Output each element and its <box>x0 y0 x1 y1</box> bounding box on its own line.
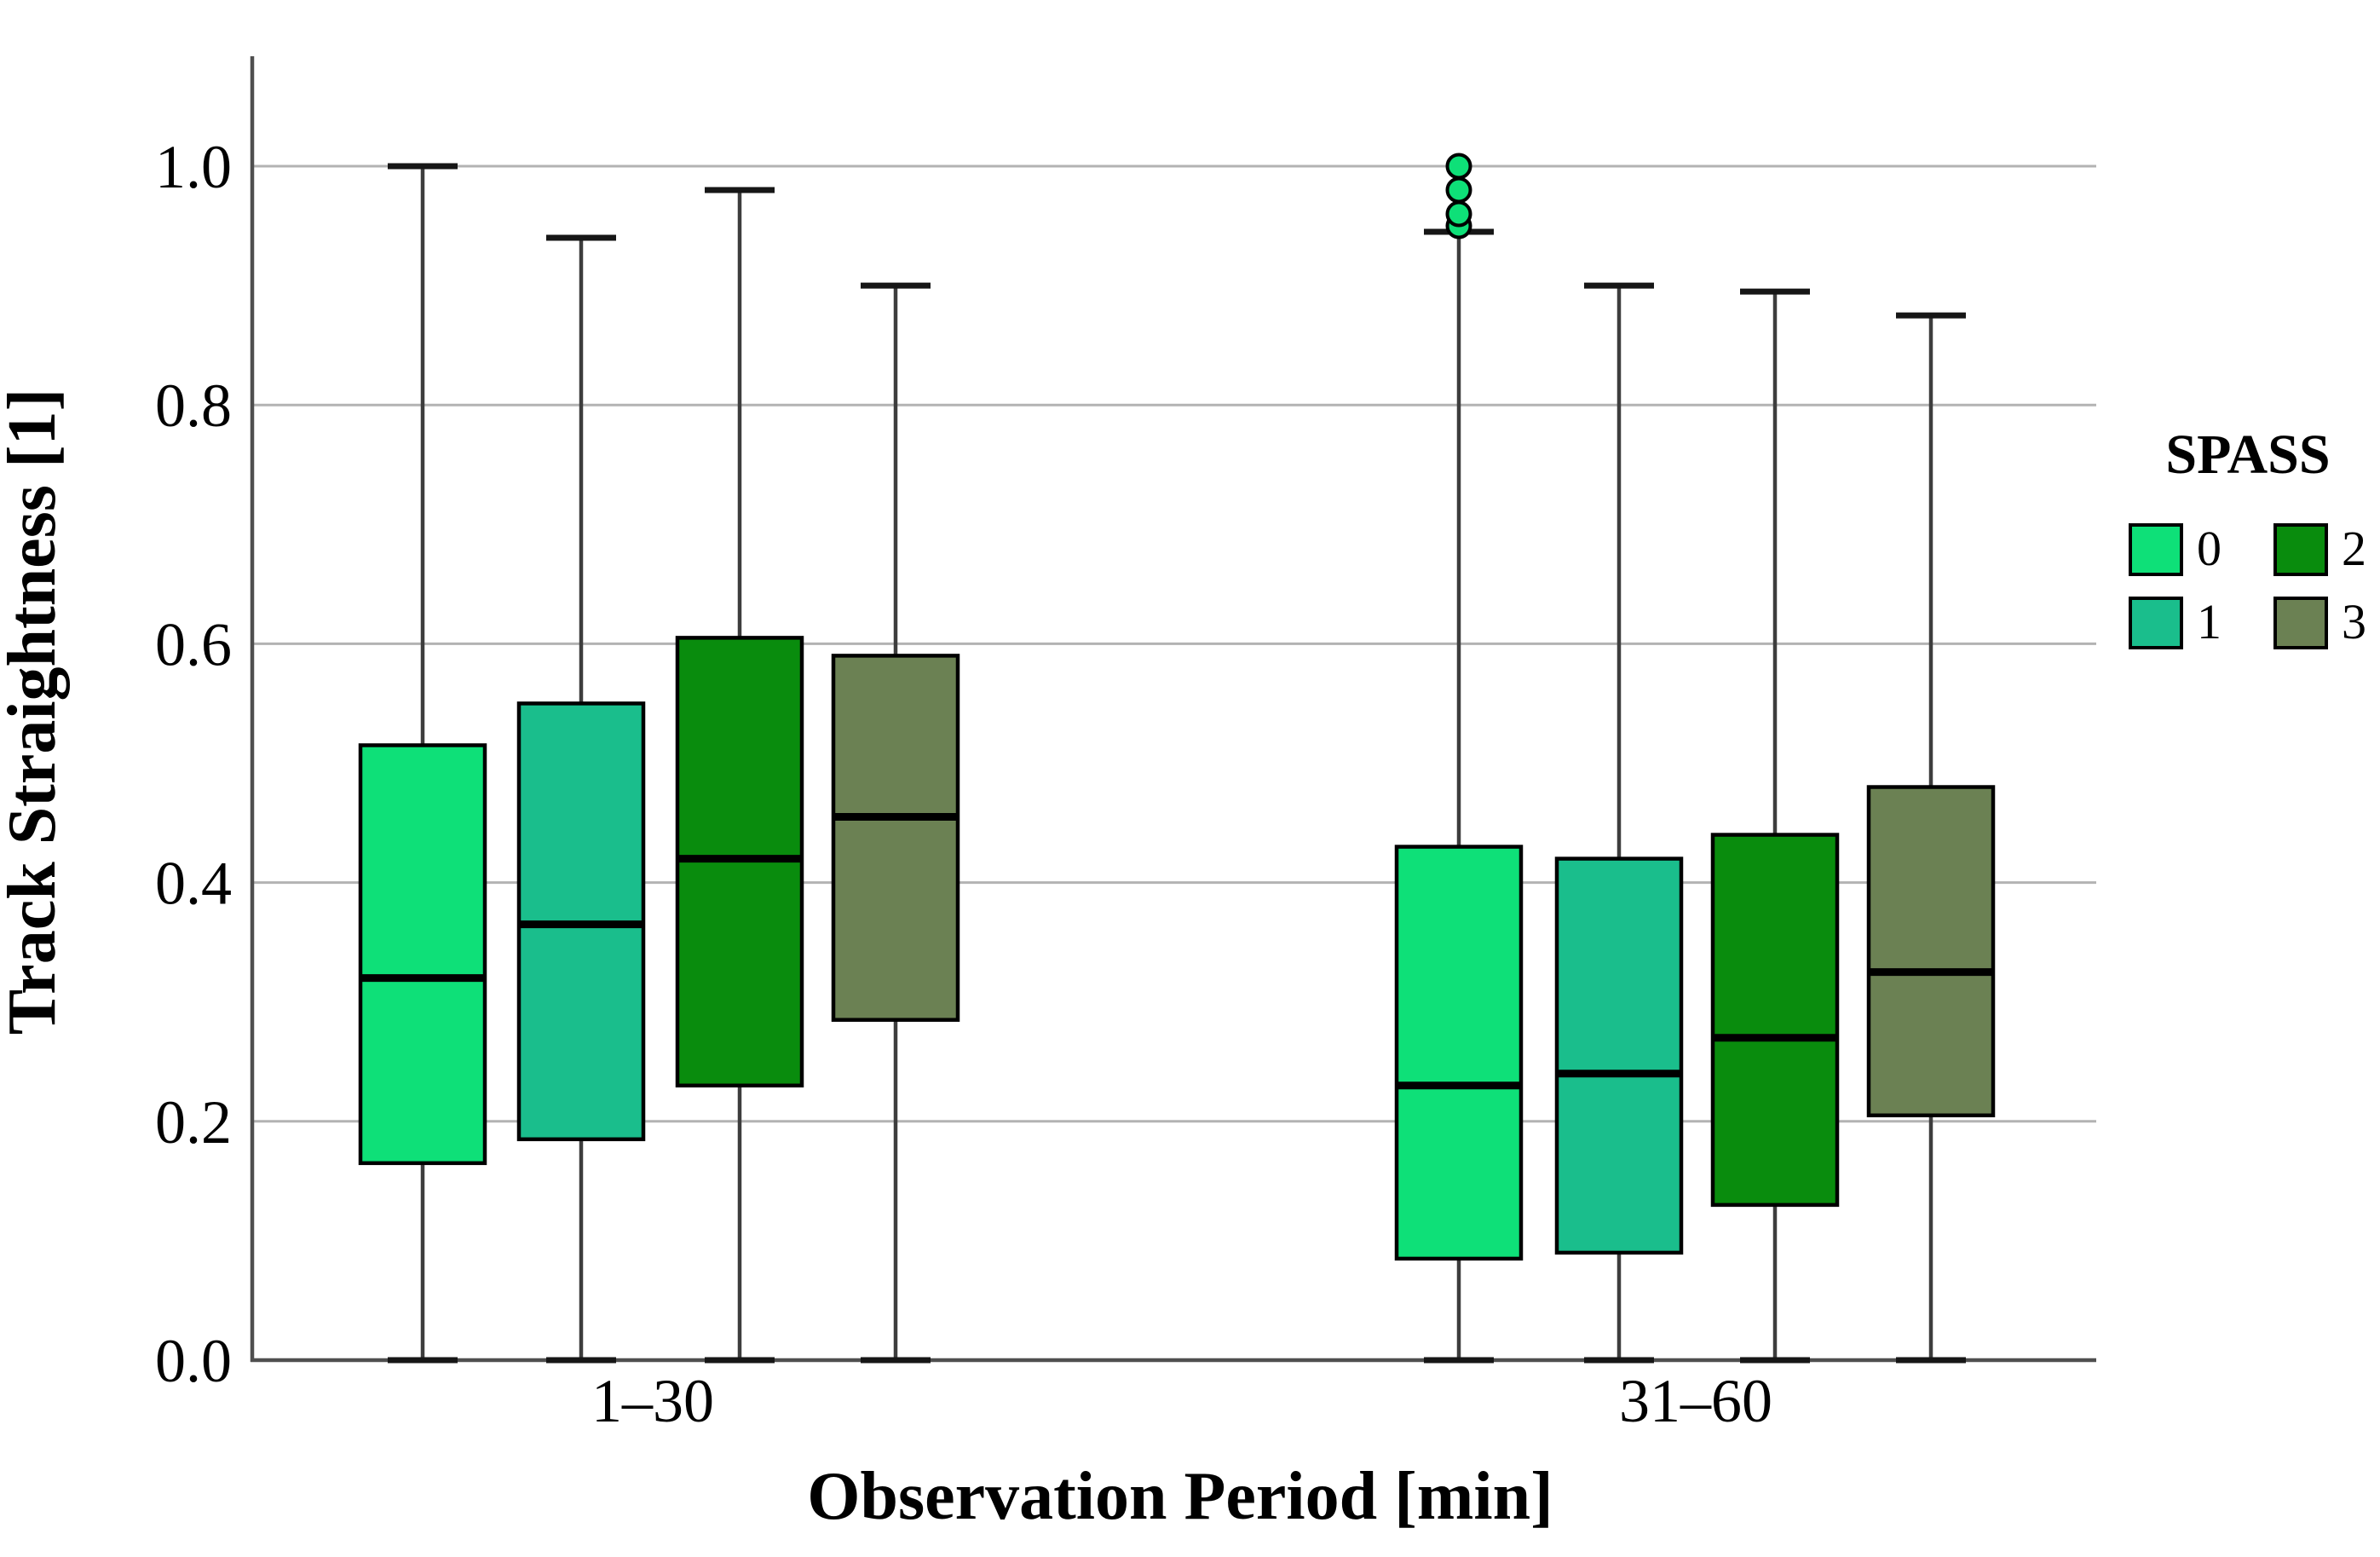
x-category-label: 1–30 <box>591 1367 714 1435</box>
y-tick-label: 0.0 <box>155 1327 232 1395</box>
box-group-spass-3-1-30 <box>831 282 960 1364</box>
legend-title: SPASS <box>2165 424 2330 486</box>
legend-entry-label: 0 <box>2197 521 2222 576</box>
box-group-spass-2-1-30 <box>675 187 804 1364</box>
legend-entry-label: 2 <box>2342 521 2366 576</box>
x-category-labels: 1–30 31–60 <box>591 1367 1772 1435</box>
box-group-spass-0-1-30 <box>358 163 487 1364</box>
iqr-box <box>1710 833 1840 1208</box>
box-group-spass-1-1-30 <box>516 234 646 1364</box>
y-tick-label: 0.6 <box>155 610 232 678</box>
legend-swatch <box>2273 597 2328 649</box>
boxplot-marks <box>358 153 1996 1364</box>
legend-swatch <box>2129 597 2183 649</box>
legend-entry-3: 3 <box>2273 594 2366 649</box>
box-group-spass-2-31-60 <box>1710 288 1840 1364</box>
y-tick-label: 0.8 <box>155 372 232 440</box>
y-tick-label: 1.0 <box>155 133 232 201</box>
legend-entry-label: 3 <box>2342 594 2366 649</box>
legend-entry-0: 0 <box>2129 521 2222 576</box>
y-tick-label: 0.2 <box>155 1088 232 1156</box>
y-axis-title: Track Straightness [1] <box>0 389 70 1035</box>
legend-entry-label: 1 <box>2197 594 2222 649</box>
x-axis-title: Observation Period [min] <box>807 1459 1553 1534</box>
box-group-spass-3-31-60 <box>1866 312 1996 1364</box>
iqr-box <box>831 654 960 1022</box>
outlier-point <box>1445 176 1472 204</box>
y-tick-label: 0.4 <box>155 850 232 918</box>
iqr-box <box>1554 856 1684 1255</box>
legend: SPASS 0 1 2 3 <box>2129 424 2366 649</box>
legend-entries: 0 1 2 3 <box>2129 521 2366 649</box>
outlier-point <box>1445 153 1472 180</box>
iqr-box <box>1394 845 1524 1261</box>
legend-entry-2: 2 <box>2273 521 2366 576</box>
outlier-point <box>1445 200 1472 228</box>
legend-swatch <box>2129 523 2183 576</box>
iqr-box <box>358 743 487 1166</box>
legend-entry-1: 1 <box>2129 594 2222 649</box>
iqr-box <box>1866 785 1996 1118</box>
box-group-spass-0-31-60 <box>1394 153 1524 1364</box>
box-group-spass-1-31-60 <box>1554 282 1684 1364</box>
x-category-label: 31–60 <box>1619 1367 1772 1435</box>
legend-swatch <box>2273 523 2328 576</box>
y-tick-labels: 0.0 0.2 0.4 0.6 0.8 1.0 <box>155 133 232 1395</box>
